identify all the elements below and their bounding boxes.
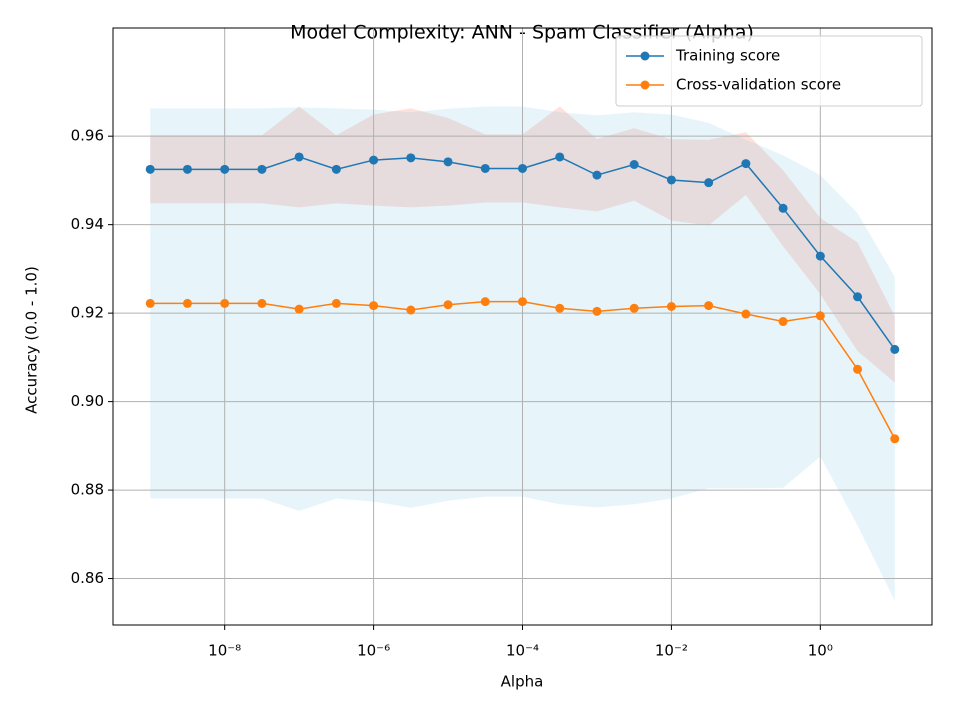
point — [331, 164, 341, 174]
point — [220, 298, 230, 308]
point — [629, 303, 639, 313]
point — [890, 344, 900, 354]
point — [518, 163, 528, 173]
y-tick-label: 0.88 — [71, 481, 104, 499]
legend-label: Training score — [675, 47, 780, 65]
point — [741, 309, 751, 319]
point — [592, 170, 602, 180]
point — [778, 203, 788, 213]
point — [443, 300, 453, 310]
point — [555, 152, 565, 162]
point — [704, 301, 714, 311]
y-tick-label: 0.86 — [71, 569, 104, 587]
point — [480, 297, 490, 307]
point — [666, 175, 676, 185]
x-axis-label: Alpha — [501, 673, 544, 691]
point — [815, 311, 825, 321]
point — [629, 159, 639, 169]
point — [592, 306, 602, 316]
point — [853, 292, 863, 302]
legend-box — [615, 35, 923, 107]
point — [406, 153, 416, 163]
plot-frame — [112, 27, 933, 626]
x-tick-label: 10⁻⁴ — [506, 642, 539, 660]
legend-label: Cross-validation score — [676, 76, 841, 94]
point — [443, 157, 453, 167]
point — [145, 298, 155, 308]
legend-marker — [640, 51, 650, 61]
point — [406, 305, 416, 315]
std-band — [150, 106, 895, 383]
point — [853, 364, 863, 374]
x-tick-label: 10⁻² — [655, 642, 688, 660]
point — [220, 164, 230, 174]
y-tick-label: 0.92 — [71, 304, 104, 322]
point — [890, 434, 900, 444]
point — [369, 155, 379, 165]
x-tick-label: 10⁰ — [808, 642, 833, 660]
y-tick-label: 0.96 — [71, 127, 104, 145]
point — [294, 152, 304, 162]
point — [257, 298, 267, 308]
point — [331, 298, 341, 308]
point — [257, 164, 267, 174]
y-tick-label: 0.94 — [71, 215, 104, 233]
y-axis-label: Accuracy (0.0 - 1.0) — [23, 266, 41, 414]
x-tick-label: 10⁻⁸ — [208, 642, 241, 660]
point — [518, 297, 528, 307]
point — [666, 301, 676, 311]
point — [182, 298, 192, 308]
point — [182, 164, 192, 174]
point — [294, 304, 304, 314]
x-tick-label: 10⁻⁶ — [357, 642, 390, 660]
point — [741, 159, 751, 169]
y-tick-label: 0.90 — [71, 392, 104, 410]
point — [369, 301, 379, 311]
point — [704, 178, 714, 188]
point — [145, 164, 155, 174]
point — [815, 251, 825, 261]
point — [555, 303, 565, 313]
point — [778, 317, 788, 327]
legend-marker — [640, 80, 650, 90]
point — [480, 163, 490, 173]
